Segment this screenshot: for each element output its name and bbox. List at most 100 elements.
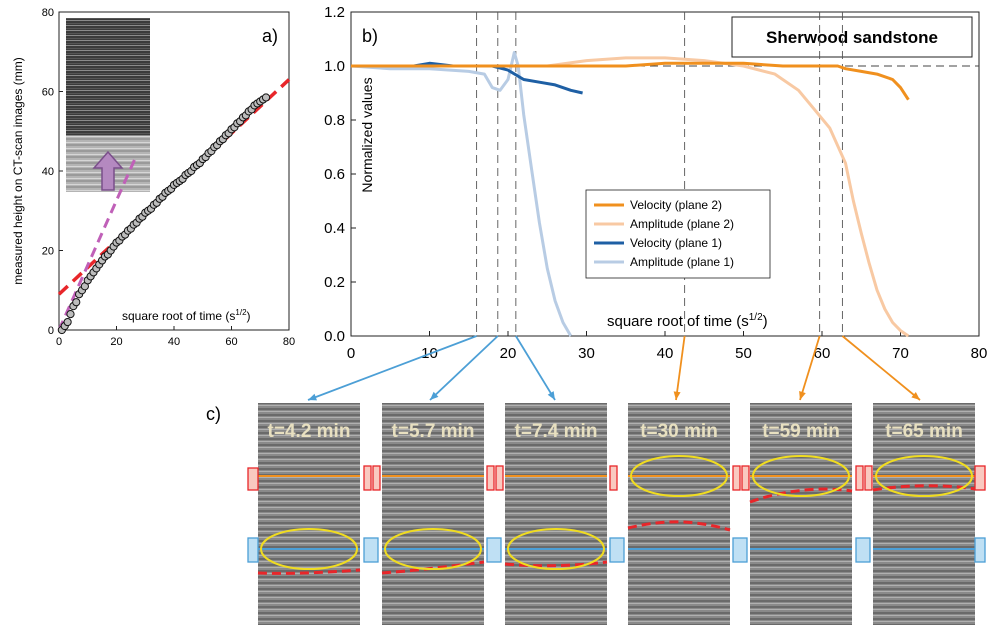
frame-time-label: t=59 min: [762, 421, 840, 442]
arrowhead-icon: [911, 392, 920, 400]
y-tick-label: 0.4: [324, 220, 345, 237]
sensor-plane-2: [609, 465, 618, 491]
front-curve: [627, 520, 731, 532]
panel-a-ylabel: measured height on CT-scan images (mm): [11, 57, 25, 284]
front-curve: [504, 560, 608, 568]
panel-b-label: b): [362, 26, 378, 46]
panel-b-series: [350, 51, 910, 338]
highlight-ellipse: [752, 455, 850, 497]
sensor-plane-2: [363, 465, 372, 491]
connector-line: [799, 335, 821, 401]
sensor-plane-1: [732, 537, 748, 563]
data-point: [63, 317, 72, 327]
x-tick-label: 20: [110, 336, 122, 348]
front-curve: [749, 487, 853, 504]
ct-frame: t=5.7 min: [381, 403, 485, 625]
x-tick-label: 40: [168, 336, 180, 348]
y-tick-label: 1.0: [324, 58, 345, 75]
front-curve: [257, 568, 361, 575]
panel-a-xlabel: square root of time (s1/2): [122, 308, 251, 323]
ct-frame-image: [258, 403, 360, 625]
x-tick-label: 80: [971, 345, 988, 362]
legend-entry: Velocity (plane 2): [630, 198, 722, 212]
panel-a-points: [57, 93, 271, 335]
x-tick-label: 0: [347, 345, 355, 362]
panel-b-xlabel: square root of time (s1/2): [607, 312, 768, 330]
ct-frame: t=65 min: [872, 403, 976, 625]
sensor-plane-2: [372, 465, 381, 491]
frame-time-label: t=7.4 min: [515, 421, 598, 442]
series-line-amp1: [350, 51, 573, 337]
frame-time-label: t=65 min: [885, 421, 963, 442]
arrowhead-icon: [799, 391, 806, 400]
arrowhead-icon: [547, 391, 555, 400]
arrowhead-icon: [308, 393, 317, 401]
x-tick-label: 50: [735, 345, 752, 362]
panel-a-y-ticks: 0 20 40 60 80: [42, 7, 63, 337]
panel-a: a) measured height on CT-scan images (mm…: [11, 7, 295, 348]
panel-b-legend: Velocity (plane 2) Amplitude (plane 2) Vel…: [585, 189, 771, 279]
legend-entry: Amplitude (plane 1): [630, 255, 734, 269]
x-tick-label: 30: [578, 345, 595, 362]
data-point: [72, 298, 81, 307]
sensor-plane-2: [486, 465, 495, 491]
connector-line: [675, 335, 686, 401]
legend-entry: Velocity (plane 1): [630, 236, 722, 250]
ct-frame-image: [505, 403, 607, 625]
panel-b-frame: [350, 11, 980, 337]
series-line-amp2: [351, 56, 910, 338]
highlight-ellipse: [875, 455, 973, 497]
connector-arrows: [307, 335, 921, 401]
panel-c: c) t=4.2 min t=5.7 min t=7.4 min t=30 min t=…: [206, 403, 986, 625]
sensor-plane-1: [609, 537, 625, 563]
highlight-ellipse: [384, 528, 482, 570]
sensor-plane-1: [486, 537, 502, 563]
arrowhead-icon: [430, 391, 439, 400]
x-tick-label: 60: [225, 336, 237, 348]
panel-b-y-ticks: 0.0 0.2 0.4 0.6 0.8 1.0 1.2: [324, 4, 356, 345]
panel-b-ylabel: Normalized values: [359, 77, 375, 192]
series-line-vel2: [351, 61, 910, 101]
panel-b-title: Sherwood sandstone: [766, 28, 938, 47]
connector-line: [515, 335, 556, 401]
panel-b-x-ticks: 01020304050607080: [347, 331, 988, 362]
sensor-plane-1: [855, 537, 871, 563]
panel-b-title-box: [731, 16, 973, 58]
highlight-ellipse: [260, 528, 358, 570]
panel-b-vertical-markers: [351, 12, 979, 336]
y-tick-label: 1.2: [324, 4, 345, 21]
arrowhead-icon: [673, 391, 681, 400]
x-tick-label: 20: [500, 345, 517, 362]
y-tick-label: 0.0: [324, 328, 345, 345]
sensor-plane-2: [247, 467, 259, 491]
panel-b: b) Sherwood sandstone Normalized values …: [324, 4, 987, 362]
panel-a-label: a): [262, 26, 278, 46]
data-point: [261, 93, 271, 102]
connector-line: [429, 335, 499, 401]
y-tick-label: 40: [42, 166, 54, 178]
sensor-plane-1: [247, 537, 259, 563]
y-tick-label: 60: [42, 87, 54, 99]
sensor-plane-2: [974, 465, 986, 491]
ct-frame: t=7.4 min: [504, 403, 608, 625]
connector-line: [841, 335, 921, 401]
y-tick-label: 80: [42, 7, 54, 19]
highlight-ellipse: [507, 528, 605, 570]
x-tick-label: 80: [283, 336, 295, 348]
ct-frame: t=4.2 min: [257, 403, 361, 625]
plane-2-sensors: [247, 465, 986, 491]
sensor-plane-1: [974, 537, 986, 563]
frame-time-label: t=4.2 min: [268, 421, 351, 442]
sensor-plane-2: [741, 465, 750, 491]
y-tick-label: 20: [42, 246, 54, 258]
sensor-plane-2: [855, 465, 864, 491]
x-tick-label: 70: [892, 345, 909, 362]
sensor-plane-2: [864, 465, 873, 491]
sensor-plane-1: [363, 537, 379, 563]
ct-frame-image: [873, 403, 975, 625]
y-tick-label: 0.6: [324, 166, 345, 183]
frame-time-label: t=30 min: [640, 421, 718, 442]
ct-frame-image: [382, 403, 484, 625]
x-tick-label: 60: [814, 345, 831, 362]
